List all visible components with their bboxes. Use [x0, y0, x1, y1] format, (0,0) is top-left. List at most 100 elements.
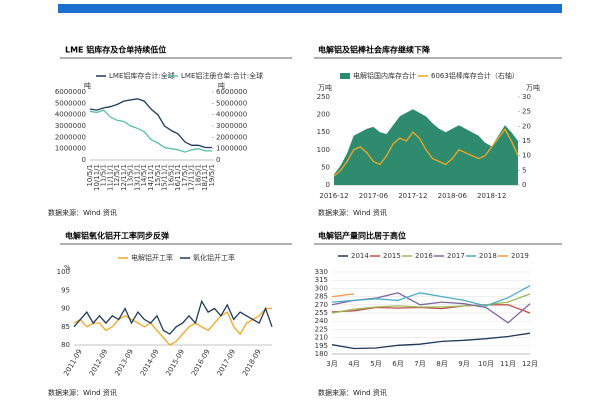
y2-tick-label: 6000000 [216, 88, 247, 96]
legend-swatch [340, 73, 350, 79]
y-tick-label: 50 [321, 163, 330, 171]
x-tick-label: 2018-06 [438, 192, 468, 200]
x-tick-label: 17/5/1 [181, 164, 189, 187]
x-tick-label: 6月 [392, 360, 403, 368]
x-tick-label: 2014-09 [139, 348, 161, 377]
line [331, 293, 531, 314]
line [333, 128, 519, 177]
legend-label: LME铝注册仓单:合计:全球 [181, 71, 263, 80]
area [334, 109, 518, 185]
x-tick-label: 10/5/1 [86, 164, 94, 187]
y-tick-label: 315 [315, 276, 328, 284]
source-note: 数据来源：Wind 资讯 [48, 208, 117, 217]
y2-tick-label: 5000000 [216, 99, 247, 107]
y2-tick-label: 5 [522, 166, 526, 174]
x-tick-label: 8月 [436, 360, 447, 368]
y2-tick-label: 4000000 [216, 111, 247, 119]
y2-tick-label: 3000000 [216, 122, 247, 130]
line [331, 285, 531, 307]
y-tick-label: 300 [315, 284, 328, 292]
y-tick-label: 2000000 [55, 133, 86, 141]
legend-label: 6063铝棒库存合计（右轴） [431, 71, 519, 80]
y-tick-label: 100 [57, 268, 70, 276]
y-tick-label: 255 [315, 309, 328, 317]
x-tick-label: 11/11/1 [106, 164, 114, 191]
x-tick-label: 16/5/1 [167, 164, 175, 187]
y-tick-label: 250 [317, 93, 330, 101]
x-tick-label: 7月 [414, 360, 425, 368]
line [331, 332, 531, 350]
y2-tick-label: 20 [522, 122, 531, 130]
line [89, 109, 212, 153]
x-tick-label: 13/11/1 [133, 164, 141, 191]
y-tick-label: 150 [317, 128, 330, 136]
x-tick-label: 12/11/1 [120, 164, 128, 191]
source-note: 数据来源：Wind 资讯 [48, 388, 117, 397]
x-tick-label: 2011-09 [62, 348, 84, 377]
source-note: 数据来源：Wind 资讯 [318, 208, 387, 217]
legend-label: LME铝库存合计:全球 [109, 71, 175, 80]
y2-tick-label: 30 [522, 93, 531, 101]
y-tick-label: 210 [315, 334, 328, 342]
x-tick-label: 2016-12 [319, 192, 348, 200]
x-tick-label: 2013-09 [113, 348, 135, 377]
y-tick-label: 100 [317, 146, 330, 154]
x-tick-label: 12/5/1 [113, 164, 121, 187]
y-tick-label: 3000000 [55, 122, 86, 130]
legend-label: 电解铝开工率 [131, 253, 173, 262]
x-tick-label: 11/5/1 [100, 164, 108, 187]
legend-label: 氧化铝开工率 [193, 253, 235, 262]
y-tick-label: 1000000 [55, 145, 86, 153]
y2-tick-label: 2000000 [216, 133, 247, 141]
x-tick-label: 14/5/1 [140, 164, 148, 187]
x-tick-label: 10月 [478, 360, 494, 368]
chart-title: 电解铝产量同比居于高位 [318, 231, 406, 241]
y2-tick-label: 15 [522, 137, 531, 145]
y-tick-label: 200 [317, 111, 330, 119]
y-tick-label: 85 [61, 323, 70, 331]
x-tick-label: 17/11/1 [188, 164, 196, 191]
y-tick-label: 240 [315, 317, 328, 325]
x-tick-label: 2012-09 [88, 348, 110, 377]
y-axis-label: 吨 [84, 81, 91, 90]
y-tick-label: 0 [326, 181, 330, 189]
y-axis-label: 万吨 [318, 83, 332, 92]
y-tick-label: 90 [61, 305, 70, 313]
legend-label: 2015 [383, 252, 401, 260]
x-tick-label: 10/11/1 [93, 164, 101, 191]
x-tick-label: 2015-09 [164, 348, 186, 377]
line [89, 98, 212, 149]
y-axis-label: % [64, 264, 71, 272]
y-tick-label: 4000000 [55, 111, 86, 119]
y-tick-label: 5000000 [55, 99, 86, 107]
x-tick-label: 15/5/1 [154, 164, 162, 187]
x-tick-label: 2018-09 [241, 348, 263, 377]
y2-axis-label: 吨 [218, 81, 225, 90]
y-tick-label: 195 [315, 342, 328, 350]
legend-label: 2018 [479, 252, 497, 260]
y-tick-label: 225 [315, 325, 328, 333]
x-tick-label: 2017-12 [398, 192, 427, 200]
line [331, 304, 531, 314]
x-tick-label: 2017-06 [359, 192, 389, 200]
x-tick-label: 11月 [500, 360, 516, 368]
legend-label: 2016 [415, 252, 433, 260]
header-bar [58, 4, 562, 13]
y-tick-label: 80 [61, 341, 70, 349]
y2-tick-label: 10 [522, 152, 531, 160]
legend-label: 2019 [511, 252, 529, 260]
x-tick-label: 14/11/1 [147, 164, 155, 191]
y-tick-label: 330 [315, 268, 328, 276]
line [73, 299, 273, 335]
y-tick-label: 95 [61, 286, 70, 294]
x-tick-label: 18/11/1 [201, 164, 209, 191]
x-tick-label: 4月 [348, 360, 359, 368]
y2-tick-label: 25 [522, 108, 531, 116]
legend-label: 电解铝国内库存合计 [353, 71, 416, 80]
y2-tick-label: 1000000 [216, 145, 247, 153]
line [331, 293, 355, 298]
x-tick-label: 19/5/1 [208, 164, 216, 187]
x-tick-label: 13/5/1 [127, 164, 135, 187]
chart-title: 电解铝及铝棒社会库存继续下降 [318, 45, 431, 55]
